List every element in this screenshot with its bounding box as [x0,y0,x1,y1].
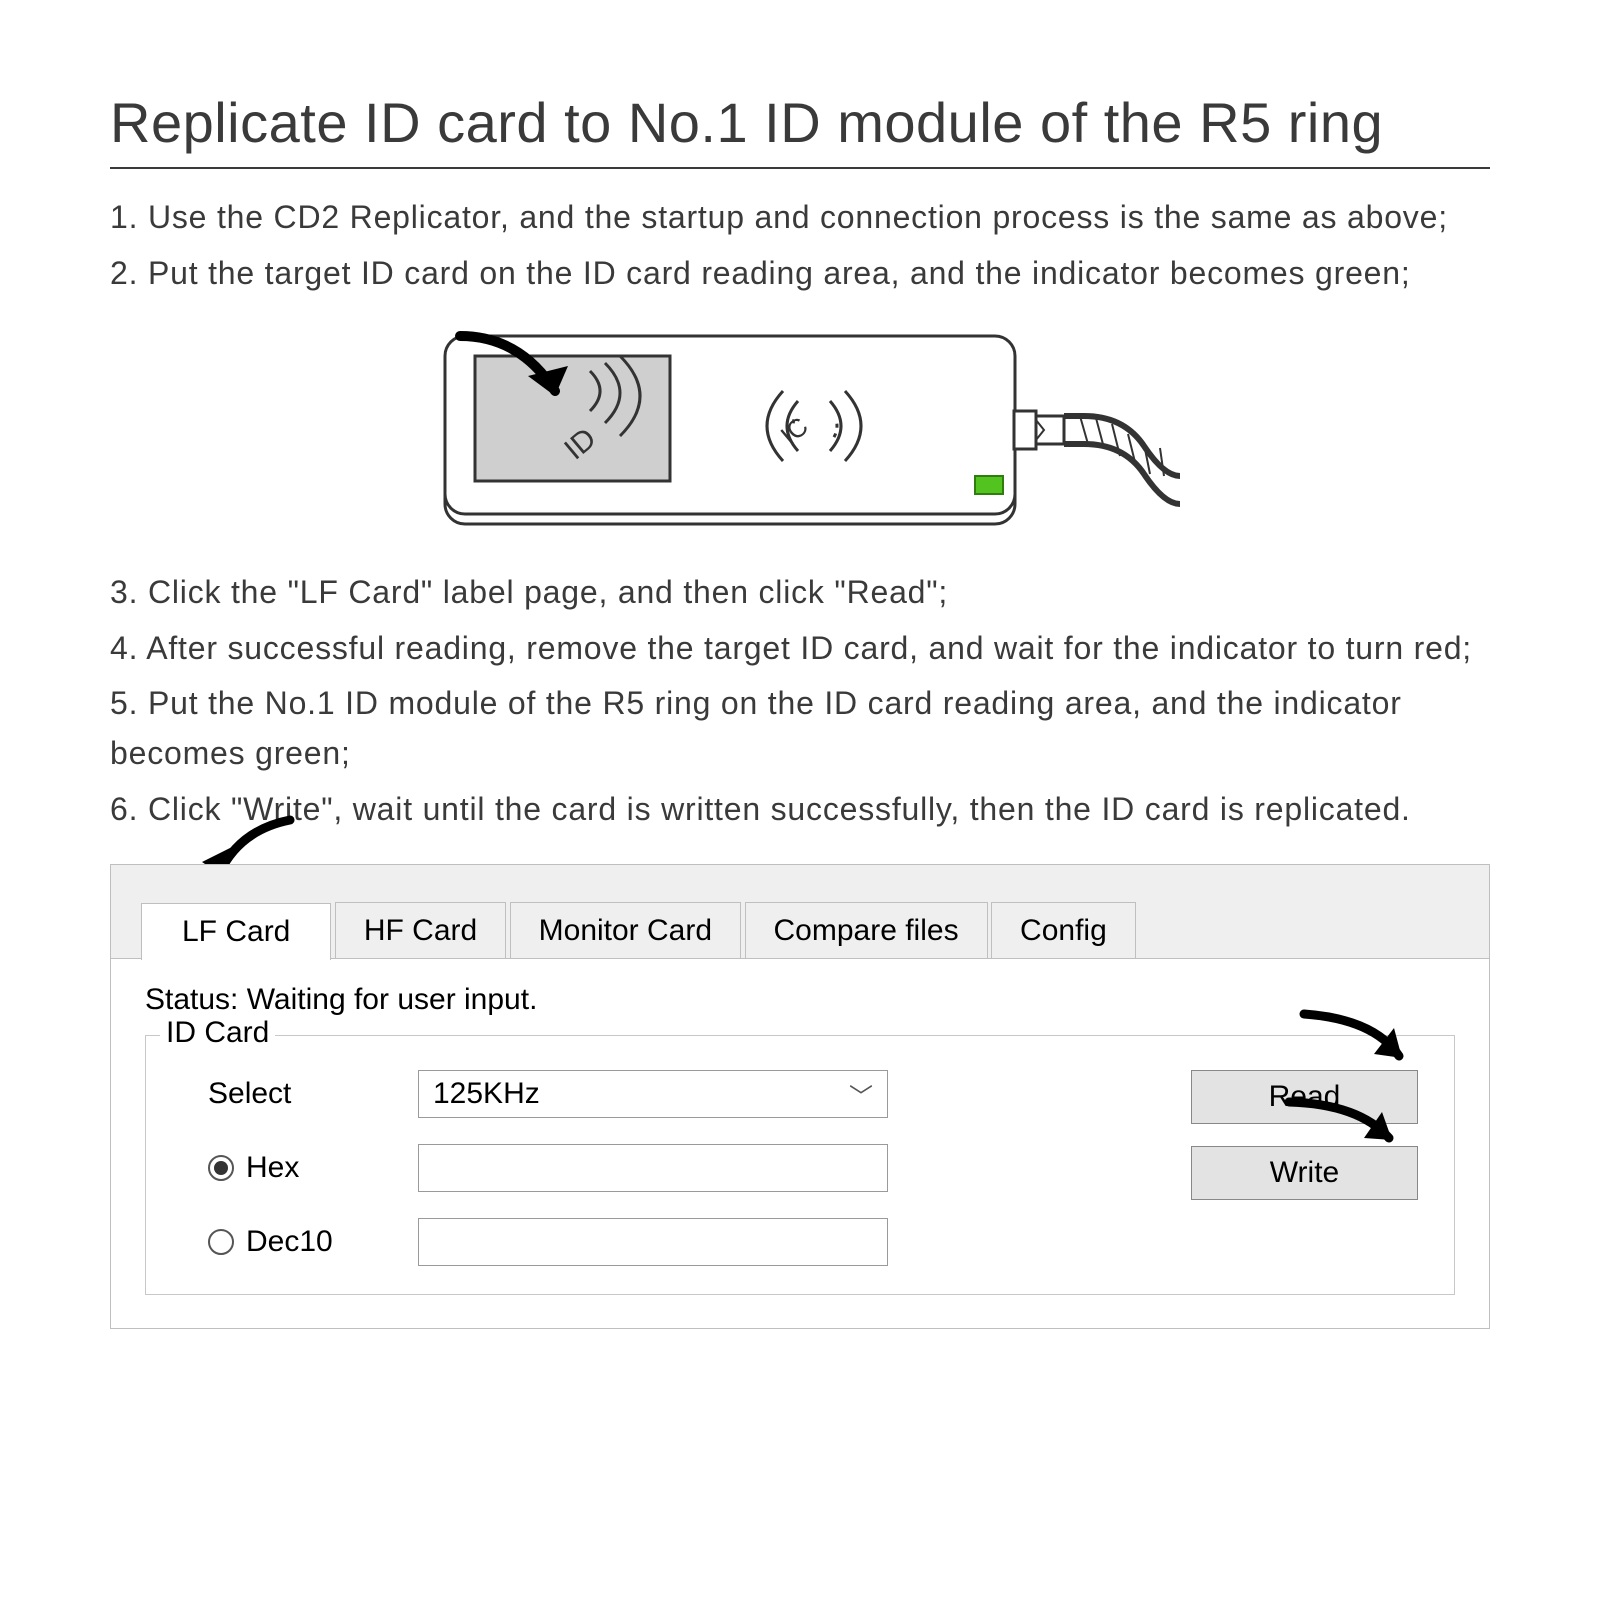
step-6: 6. Click "Write", wait until the card is… [110,785,1490,835]
id-card-group: ID Card Select 125KHz ﹀ Hex [145,1035,1455,1295]
button-column: Read Write [1191,1070,1418,1222]
hex-input[interactable] [418,1144,888,1192]
device-illustration: ID IC [110,316,1490,546]
page-title: Replicate ID card to No.1 ID module of t… [110,90,1490,155]
dec10-label: Dec10 [246,1225,333,1259]
tab-strip: LF Card HF Card Monitor Card Compare fil… [111,865,1489,959]
frequency-select[interactable]: 125KHz ﹀ [418,1070,888,1118]
select-label: Select [168,1077,418,1111]
tab-body: Status: Waiting for user input. ID Card … [111,958,1489,1328]
tab-compare-files[interactable]: Compare files [745,902,988,959]
step-1: 1. Use the CD2 Replicator, and the start… [110,193,1490,243]
radio-unchecked-icon [208,1229,234,1255]
step-5: 5. Put the No.1 ID module of the R5 ring… [110,679,1490,778]
step-3: 3. Click the "LF Card" label page, and t… [110,568,1490,618]
app-window-wrap: LF Card HF Card Monitor Card Compare fil… [110,864,1490,1329]
app-window: LF Card HF Card Monitor Card Compare fil… [110,864,1490,1329]
tab-lf-card[interactable]: LF Card [141,903,331,960]
row-dec10: Dec10 [168,1214,1432,1270]
hex-radio[interactable]: Hex [168,1151,418,1185]
select-value: 125KHz [433,1077,540,1111]
step-4: 4. After successful reading, remove the … [110,624,1490,674]
tab-hf-card[interactable]: HF Card [335,902,506,959]
step-2: 2. Put the target ID card on the ID card… [110,249,1490,299]
dec10-radio[interactable]: Dec10 [168,1225,418,1259]
hex-label: Hex [246,1151,299,1185]
chevron-down-icon: ﹀ [849,1077,873,1112]
tab-monitor-card[interactable]: Monitor Card [510,902,741,959]
write-button[interactable]: Write [1191,1146,1418,1200]
title-rule [110,167,1490,169]
group-title: ID Card [160,1016,275,1050]
status-text: Status: Waiting for user input. [145,983,1455,1017]
read-button[interactable]: Read [1191,1070,1418,1124]
dec10-input[interactable] [418,1218,888,1266]
tab-config[interactable]: Config [991,902,1136,959]
radio-checked-icon [208,1155,234,1181]
